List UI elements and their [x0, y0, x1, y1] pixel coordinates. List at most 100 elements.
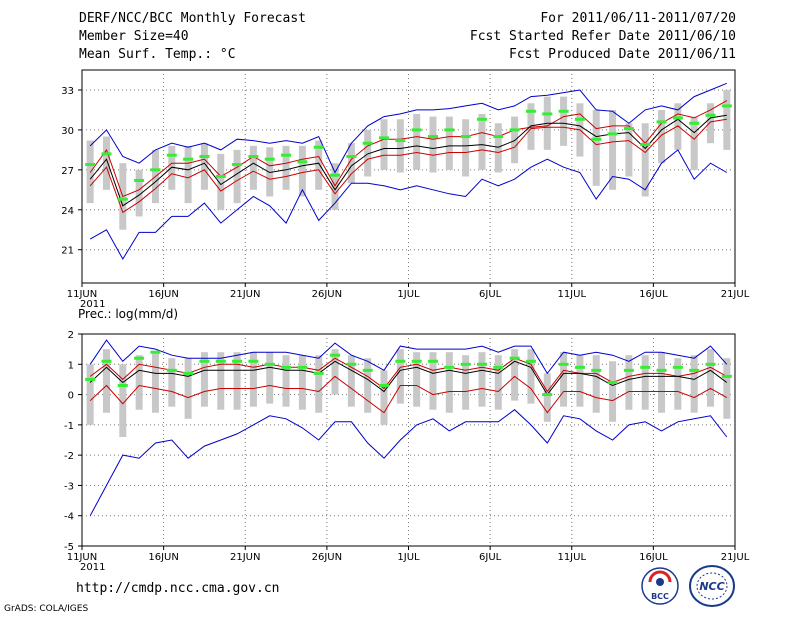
prec-obs-marker [591, 368, 602, 372]
prec-spread-bar [445, 352, 453, 413]
temp-spread-bar [478, 113, 486, 170]
prec-xtick-label: 26JUN [312, 552, 342, 563]
prec-obs-marker [166, 368, 177, 372]
prec-spread-bar [168, 358, 176, 407]
temp-obs-marker [444, 128, 455, 132]
prec-obs-marker [427, 359, 438, 363]
prec-xtick-label: 21JUL [721, 552, 750, 563]
temp-spread-bar [674, 103, 682, 150]
bcc-logo-text: BCC [651, 592, 669, 601]
prec-spread-bar [560, 352, 568, 407]
prec-obs-marker [281, 365, 292, 369]
prec-obs-marker [476, 362, 487, 366]
prec-spread-bar [478, 352, 486, 407]
prec-obs-marker [215, 359, 226, 363]
prec-ytick-label: -5 [64, 542, 74, 553]
prec-spread-bar [429, 352, 437, 410]
temp-lower-line [89, 118, 727, 214]
source-url[interactable]: http://cmdp.ncc.cma.gov.cn [76, 581, 280, 596]
temp-obs-marker [542, 112, 553, 116]
forecast-period: For 2011/06/11-2011/07/20 [540, 11, 736, 26]
temp-obs-marker [509, 128, 520, 132]
prec-mean-line [89, 360, 728, 396]
prec-spread-bar [266, 352, 274, 404]
prec-spread-bar [674, 358, 682, 410]
prec-spread-bar [119, 364, 127, 437]
bcc-logo: BCC [641, 567, 679, 605]
prec-obs-marker [623, 368, 634, 372]
prec-ytick-label: -4 [64, 512, 74, 523]
prec-spread-bar [151, 352, 159, 413]
temp-xtick-label: 21JUN [230, 289, 260, 300]
prec-panel-title: Prec.: log(mm/d) [78, 307, 178, 321]
temp-obs-marker [297, 160, 308, 164]
prec-spread-bar [200, 352, 208, 407]
grads-credit: GrADS: COLA/IGES [4, 604, 89, 614]
temp-obs-marker [525, 109, 536, 113]
temp-obs-marker [460, 135, 471, 139]
temp-obs-marker [379, 136, 390, 140]
prec-xtick-label: 11JUN [67, 552, 97, 563]
prec-obs-marker [607, 380, 618, 384]
prec-xtick-label: 21JUN [230, 552, 260, 563]
temp-spread-bar [184, 145, 192, 204]
prec-spread-bar [527, 349, 535, 404]
prec-obs-marker [509, 356, 520, 360]
prec-spread-bar [86, 364, 94, 425]
temp-obs-marker [248, 155, 259, 159]
temp-obs-marker [672, 116, 683, 120]
temp-spread-bar [625, 123, 633, 177]
temp-obs-marker [199, 155, 210, 159]
temp-spread-bar [690, 116, 698, 170]
temp-ytick-label: 27 [61, 166, 74, 177]
prec-spread-bar [609, 361, 617, 422]
temp-spread-bar [266, 147, 274, 197]
prec-spread-bar [690, 355, 698, 413]
prec-ytick-label: 2 [68, 330, 74, 341]
temp-spread-bar [511, 116, 519, 164]
temp-upper-line [89, 100, 728, 198]
temp-obs-marker [85, 163, 96, 167]
temp-obs-marker [346, 155, 357, 159]
prec-obs-marker [656, 368, 667, 372]
forecast-started-date: Fcst Started Refer Date 2011/06/10 [469, 29, 736, 44]
temp-xtick-label: 16JUN [148, 289, 178, 300]
temp-xtick-label: 21JUL [721, 289, 750, 300]
temp-max-line [89, 82, 727, 174]
prec-year-label: 2011 [80, 562, 105, 573]
prec-obs-marker [150, 350, 161, 354]
temp-obs-marker [591, 137, 602, 141]
prec-xtick-label: 16JUL [639, 552, 668, 563]
temp-spread-bar [217, 153, 225, 210]
prec-obs-marker [297, 365, 308, 369]
temp-ytick-label: 24 [61, 206, 74, 217]
temp-obs-marker [330, 173, 341, 177]
temp-obs-marker [705, 113, 716, 117]
prec-spread-bar [494, 355, 502, 410]
prec-obs-marker [248, 359, 259, 363]
prec-obs-marker [117, 383, 128, 387]
chart-title: DERF/NCC/BCC Monthly Forecast [79, 11, 306, 26]
temp-obs-marker [362, 141, 373, 145]
temp-spread-bar [380, 119, 388, 170]
prec-spread-bar [249, 352, 257, 407]
prec-obs-marker [264, 362, 275, 366]
temp-ytick-label: 21 [61, 246, 74, 257]
prec-obs-marker [134, 356, 145, 360]
prec-spread-bar [380, 370, 388, 425]
ncc-logo-text: NCC [699, 580, 724, 593]
temp-ytick-label: 30 [61, 126, 74, 137]
prec-xtick-label: 16JUN [148, 552, 178, 563]
temp-obs-marker [427, 135, 438, 139]
temp-spread-bar [658, 109, 666, 164]
prec-spread-bar [641, 355, 649, 410]
temp-obs-marker [640, 143, 651, 147]
prec-obs-marker [672, 365, 683, 369]
forecast-produced-date: Fcst Produced Date 2011/06/11 [509, 47, 736, 62]
temp-obs-marker [689, 121, 700, 125]
prec-spread-bar [543, 373, 551, 422]
temp-ytick-label: 33 [61, 86, 74, 97]
temp-spread-bar [396, 119, 404, 173]
prec-ytick-label: -2 [64, 451, 74, 462]
prec-spread-bar [184, 358, 192, 419]
